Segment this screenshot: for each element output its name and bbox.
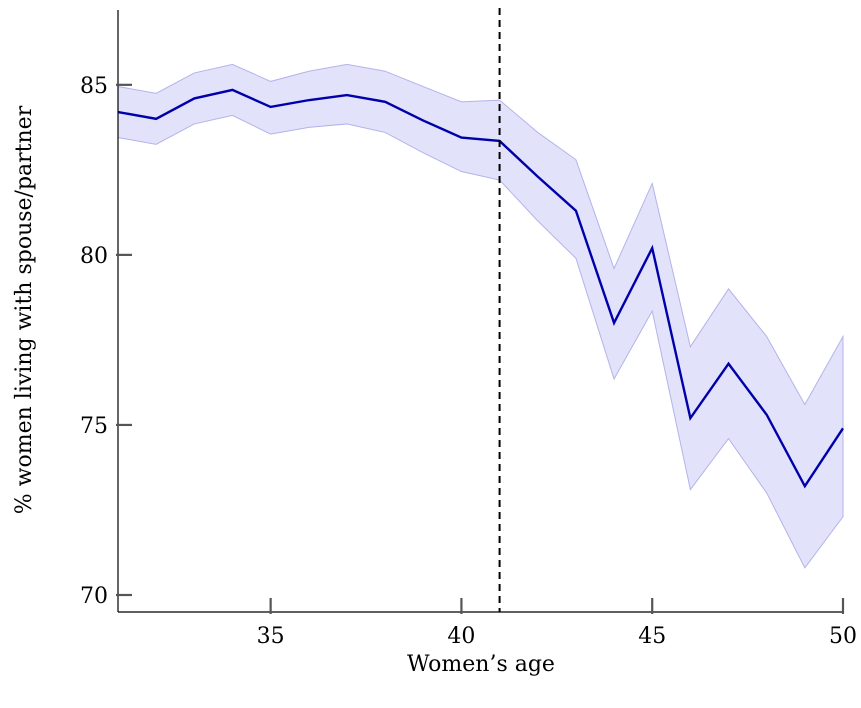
y-tick-label: 80	[80, 244, 108, 269]
data-point	[688, 416, 692, 420]
x-tick-label: 40	[447, 624, 475, 649]
x-tick-label: 50	[829, 624, 857, 649]
series-line	[117, 88, 845, 489]
axes: 70 75 80 85 35 40 45 50	[80, 10, 857, 649]
series-line-layer	[117, 88, 845, 489]
x-tick-label: 45	[638, 624, 666, 649]
data-point	[459, 136, 463, 140]
data-point	[765, 413, 769, 417]
data-point	[727, 362, 731, 366]
data-point	[650, 246, 654, 250]
data-point	[612, 321, 616, 325]
data-point	[421, 119, 425, 123]
data-point	[803, 484, 807, 488]
x-axis-title: Women’s age	[407, 652, 555, 677]
data-point	[269, 105, 273, 109]
data-point	[536, 175, 540, 179]
y-tick-label: 70	[80, 584, 108, 609]
x-tick-label: 35	[257, 624, 285, 649]
data-point	[230, 88, 234, 92]
data-point	[154, 117, 158, 121]
y-tick-label: 85	[80, 74, 108, 99]
data-point	[307, 98, 311, 102]
data-point	[574, 209, 578, 213]
y-axis-title: % women living with spouse/partner	[12, 105, 37, 514]
data-point	[345, 93, 349, 97]
data-point	[192, 96, 196, 100]
y-tick-label: 75	[80, 414, 108, 439]
data-point	[383, 100, 387, 104]
confidence-band	[117, 63, 844, 569]
confidence-band-layer	[117, 63, 844, 569]
data-point	[841, 426, 845, 430]
